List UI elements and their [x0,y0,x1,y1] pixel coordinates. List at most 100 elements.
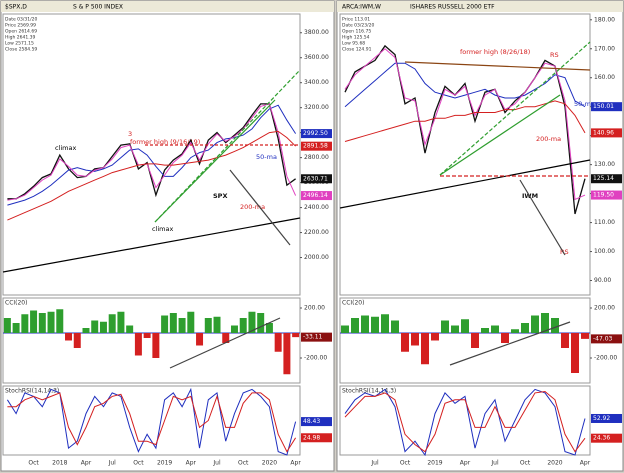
pane-title: StochRSI(14,14,3) [5,388,59,395]
bar [283,333,291,375]
bar [421,333,429,365]
x-tick-label: Jul [212,460,221,467]
value-tag [301,417,332,427]
bar [65,333,73,341]
trendline [2,217,301,273]
info-line: Price 2569.99 [5,23,36,29]
bar [361,315,369,333]
value-tag-label: -33.11 [303,334,323,341]
bar [351,318,359,333]
x-tick-label: 2019 [427,460,442,467]
y-tick-label: 3600.00 [304,54,329,61]
bar [99,321,107,333]
y-tick-label: 2200.00 [304,229,329,236]
bar [341,325,349,333]
bar [187,311,195,333]
x-tick-label: Jul [108,460,117,467]
bar [471,333,479,348]
y-tick-label: 3800.00 [304,29,329,36]
y-tick-label: 180.00 [594,16,615,23]
value-tag [591,102,622,112]
value-tag [301,141,332,151]
series-line [7,103,297,201]
value-tag [301,174,332,184]
trendlines [2,41,591,369]
bar [571,333,579,373]
x-tick-label: 2018 [52,460,67,467]
pane [2,13,301,296]
info-line: High 2641.39 [5,35,36,41]
x-tick-label: Jul [370,460,379,467]
bar [521,323,529,333]
y-tick-label: 200.00 [304,305,325,312]
info-line: Close 124.91 [342,47,372,53]
trendline [154,99,276,223]
y-tick-label: -200.00 [304,355,327,362]
bar [391,320,399,333]
x-tick-label: Oct [28,460,39,467]
info-line: High 125.54 [342,35,370,41]
bar [178,318,186,333]
bar [38,313,46,333]
y-tick-label: 200.00 [594,305,615,312]
bar [381,314,389,333]
value-tag-label: 24.36 [593,435,610,442]
bar [561,333,569,348]
annotation: RS [560,248,569,256]
right-window [336,0,624,472]
value-tag [591,190,622,200]
series-line [6,387,297,456]
trendline [519,179,566,256]
value-tag-label: 140.96 [593,129,614,136]
right-toolbar [337,1,623,12]
series-line [344,62,586,108]
info-line: Low 2571.15 [5,41,34,47]
bar [134,333,142,356]
series-label: 200-ma [536,135,561,143]
bar [501,333,509,343]
x-tick-label: Apr [460,460,471,467]
bar [411,333,419,346]
value-tag [301,332,332,342]
x-tick-label: Apr [81,460,92,467]
x-tick-label: Oct [238,460,249,467]
bar [461,319,469,333]
bar [401,333,409,352]
x-tick-label: Oct [133,460,144,467]
y-tick-label: 90.00 [594,277,611,284]
trendline [404,61,591,71]
value-tag [301,129,332,139]
bar [152,333,160,358]
left-toolbar [1,1,334,12]
series-line [7,103,296,200]
value-tag [591,433,622,443]
bar [82,328,90,333]
y-tick-label: 160.00 [594,74,615,81]
series-label: 50-ma [256,153,277,161]
y-tick-label: 2800.00 [304,154,329,161]
bar [73,333,81,348]
x-tick-label: 2020 [547,460,562,467]
x-tick-label: Apr [290,460,301,467]
series-label: 50-ma [574,100,595,108]
bar [551,318,559,333]
annotation: climax [55,144,77,152]
bar [441,320,449,333]
bar [117,311,125,333]
value-tag [591,128,622,138]
bar [126,325,134,333]
trendline [439,41,591,176]
series-line [7,104,297,206]
y-tick-label: -200.00 [594,355,617,362]
bar [161,315,169,333]
value-tag-label: 24.98 [303,434,320,441]
bar [541,313,549,333]
x-tick-label: Oct [520,460,531,467]
x-tick-label: Jul [490,460,499,467]
value-tag-label: -47.03 [593,335,613,342]
series-line [7,392,297,453]
trendline [439,94,561,176]
value-tag-label: 125.14 [593,175,614,182]
pane-title: CCI(20) [342,300,364,307]
bar [213,316,221,333]
